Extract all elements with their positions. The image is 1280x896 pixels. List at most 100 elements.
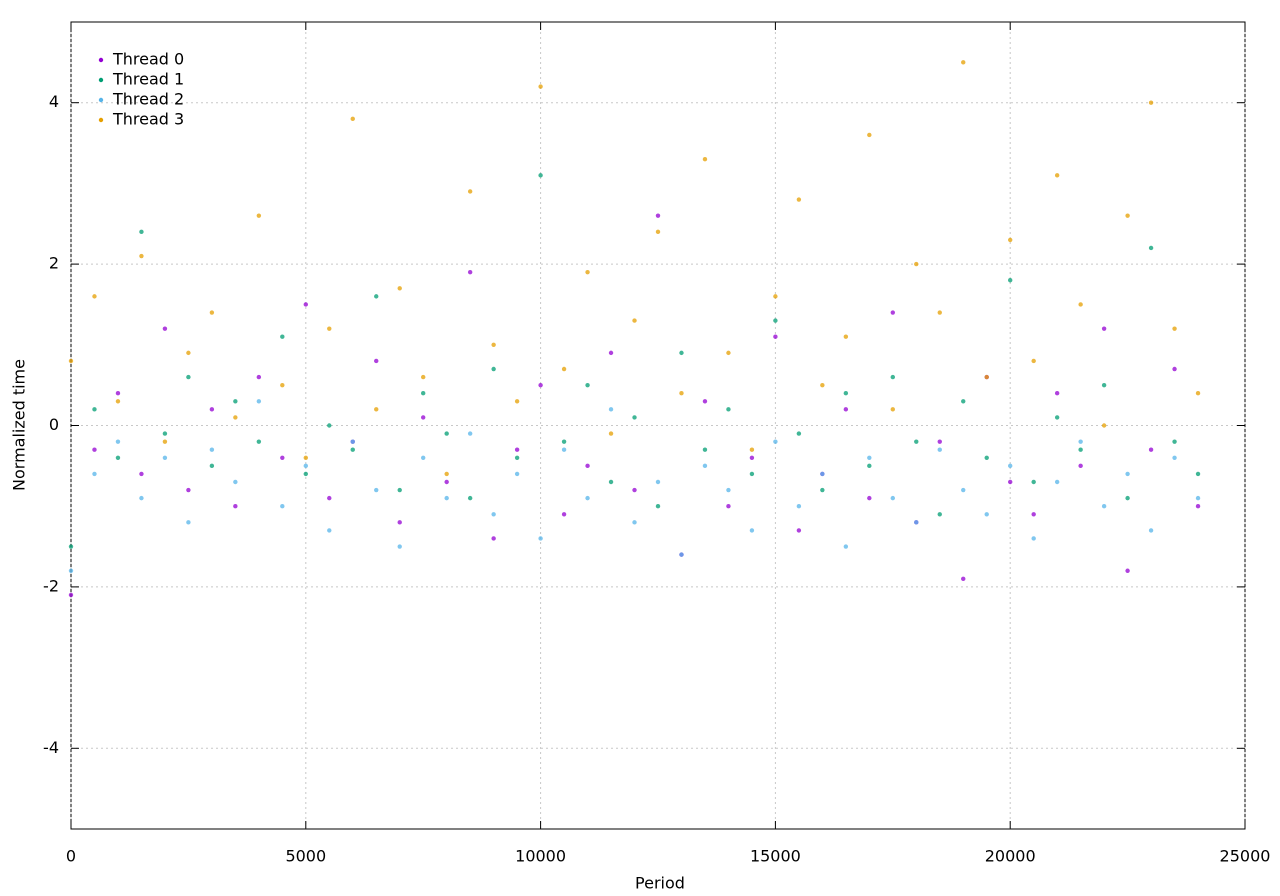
data-point — [1101, 382, 1107, 388]
data-point — [374, 407, 379, 412]
data-point — [773, 318, 778, 323]
data-point — [820, 471, 825, 477]
data-point — [186, 374, 191, 380]
data-point — [115, 391, 121, 396]
data-point — [702, 447, 708, 452]
x-tick-label: 20000 — [985, 847, 1036, 866]
data-point — [608, 407, 614, 412]
data-point — [655, 213, 661, 218]
data-point — [397, 520, 402, 525]
legend-marker — [98, 77, 104, 83]
data-point — [561, 439, 567, 444]
data-point — [773, 439, 778, 444]
data-point — [749, 455, 755, 460]
legend-label: Thread 2 — [112, 90, 184, 109]
data-point — [1008, 479, 1013, 485]
data-point — [1148, 100, 1154, 105]
data-point — [702, 463, 708, 469]
data-point — [867, 495, 872, 501]
data-point — [327, 423, 332, 428]
data-point — [186, 487, 191, 493]
data-point — [538, 382, 543, 388]
data-point — [1125, 495, 1130, 501]
data-point — [679, 350, 684, 356]
data-point — [961, 487, 966, 493]
data-point — [233, 504, 238, 509]
data-point — [374, 487, 379, 493]
data-point — [233, 399, 238, 404]
legend-marker — [98, 97, 104, 103]
data-point — [209, 407, 215, 412]
data-point — [186, 350, 191, 356]
data-point — [327, 326, 332, 331]
data-point — [937, 512, 942, 517]
data-point — [608, 350, 614, 356]
data-point — [961, 60, 966, 65]
data-point — [984, 512, 989, 517]
data-point — [655, 504, 661, 509]
data-point — [1078, 302, 1083, 307]
data-point — [749, 471, 755, 477]
data-point — [1008, 237, 1013, 243]
data-point — [162, 439, 168, 444]
data-point — [538, 84, 543, 89]
data-point — [421, 374, 426, 380]
data-point — [444, 479, 449, 485]
data-point — [726, 504, 731, 509]
data-point — [655, 479, 661, 485]
data-point — [1148, 245, 1154, 251]
data-point — [139, 471, 144, 477]
data-point — [162, 431, 168, 436]
data-point — [444, 431, 449, 436]
data-point — [256, 399, 262, 404]
data-point — [1172, 455, 1177, 460]
data-point — [867, 463, 872, 469]
legend-label: Thread 0 — [112, 50, 184, 69]
y-tick-label: 2 — [49, 254, 59, 273]
data-point — [961, 576, 966, 582]
data-point — [538, 536, 543, 541]
data-point — [1054, 479, 1060, 485]
data-point — [1101, 504, 1107, 509]
data-point — [843, 544, 849, 549]
data-point — [890, 310, 895, 315]
data-point — [491, 342, 496, 347]
data-point — [92, 407, 97, 412]
data-point — [280, 504, 285, 509]
data-point — [421, 391, 426, 396]
data-point — [467, 189, 473, 194]
data-point — [538, 173, 543, 178]
data-point — [585, 463, 590, 469]
data-point — [1054, 415, 1060, 420]
data-point — [1125, 471, 1130, 477]
data-point — [749, 528, 755, 533]
data-point — [1078, 439, 1083, 444]
data-point — [162, 326, 168, 331]
data-point — [1054, 173, 1060, 178]
data-point — [608, 479, 614, 485]
data-point — [256, 439, 262, 444]
data-point — [585, 495, 590, 501]
data-point — [303, 302, 308, 307]
x-tick-label: 0 — [66, 847, 76, 866]
data-point — [820, 487, 825, 493]
data-point — [585, 382, 590, 388]
data-point — [726, 350, 731, 356]
data-point — [984, 374, 989, 380]
data-point — [467, 495, 473, 501]
data-point — [350, 447, 355, 452]
data-point — [1172, 366, 1177, 372]
data-point — [1101, 326, 1107, 331]
data-point — [1031, 512, 1036, 517]
y-tick-label: -4 — [43, 738, 59, 757]
data-point — [327, 528, 332, 533]
data-point — [843, 407, 849, 412]
data-point — [984, 455, 989, 460]
data-point — [68, 358, 74, 364]
data-point — [374, 294, 379, 299]
data-point — [303, 463, 308, 469]
data-point — [350, 116, 355, 122]
legend-marker — [98, 57, 104, 63]
data-point — [397, 487, 402, 493]
data-point — [280, 455, 285, 460]
